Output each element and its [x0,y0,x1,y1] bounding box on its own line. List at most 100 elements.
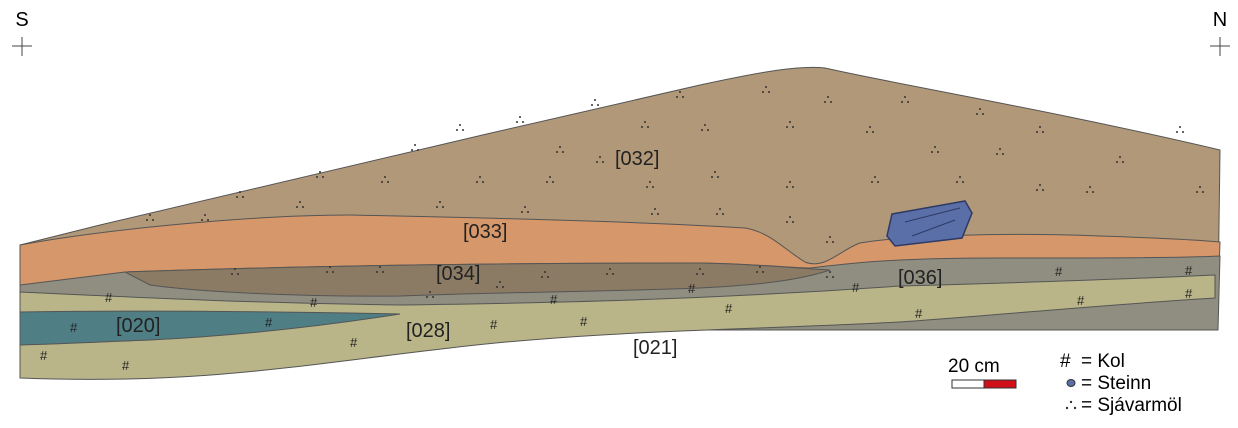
shell-dot [649,181,651,183]
layer-034 [123,262,831,297]
shell-dot [1179,126,1181,128]
shell-dot [559,146,561,148]
charcoal-mark: # [852,280,860,295]
shell-dot [768,91,770,93]
shell-marks [146,86,1204,298]
shell-dot [499,281,501,283]
shell-dot [901,101,903,103]
stone-lines [904,207,961,237]
shell-dot [594,99,596,101]
shell-dot [711,176,713,178]
shell-dot [322,176,324,178]
shell-dot [456,129,458,131]
shell-dot [1042,131,1044,133]
layer-label: [036] [898,267,942,289]
shell-dot [527,211,529,213]
shell-dot [907,101,909,103]
shell-dot [937,151,939,153]
shell-dot [496,286,498,288]
compass-marks [12,37,1230,56]
shell-dot [866,131,868,133]
shell-dot [426,296,428,298]
shell-dot [786,126,788,128]
shell-dot [1036,189,1038,191]
shell-dot [316,176,318,178]
shell-dot [296,206,298,208]
shell-dot [676,96,678,98]
shell-dot [302,206,304,208]
shell-dot [786,186,788,188]
shell-dot [1042,189,1044,191]
shell-dot [149,214,151,216]
layer-label: [020] [116,315,160,337]
shell-dot [602,161,604,163]
shell-dot [502,286,504,288]
shell-dot [442,206,444,208]
shell-dot [641,126,643,128]
compass-south: S [15,9,28,31]
shell-dot [999,148,1001,150]
shell-dot [699,268,701,270]
shell-dot [832,241,834,243]
shell-dot [789,121,791,123]
shell-dot [204,214,206,216]
charcoal-mark: # [550,292,558,307]
shell-dot [1002,153,1004,155]
shell-dot [146,219,148,221]
shell-dot [869,126,871,128]
charcoal-mark: # [122,358,130,373]
shell-dot [597,104,599,106]
layer-label: [028] [406,320,450,342]
layer-label: [032] [615,148,659,170]
shell-dot [829,236,831,238]
shell-dot [376,271,378,273]
shell-dot [544,271,546,273]
shell-dot [871,181,873,183]
shell-dot [382,271,384,273]
shell-dot [829,271,831,273]
shell-dot [329,266,331,268]
shell-dot [152,219,154,221]
shell-dot [962,181,964,183]
shell-dot [326,271,328,273]
shell-dot [786,221,788,223]
shell-dot [432,296,434,298]
shell-dot [207,219,209,221]
shell-dot [824,101,826,103]
shell-dot [1039,184,1041,186]
scale-white [951,379,985,389]
charcoal-mark: # [915,306,923,321]
shell-dot [414,144,416,146]
shell-dot [976,113,978,115]
shell-dot [319,171,321,173]
shell-dot [516,121,518,123]
shell-dot [612,273,614,275]
shell-dot [552,181,554,183]
shell-dot [704,124,706,126]
shell-dot [459,124,461,126]
shell-dot [979,108,981,110]
shell-dot [644,121,646,123]
shell-dot [826,276,828,278]
shell-dot [792,126,794,128]
shell-dot [541,276,543,278]
stone [886,200,973,247]
shell-dot [1182,131,1184,133]
shell-dot [931,151,933,153]
shell-dot [429,291,431,293]
shell-dot [546,181,548,183]
shell-dot [877,181,879,183]
shell-dot [236,196,238,198]
shell-dot [462,129,464,131]
layer-020 [19,310,401,346]
charcoal-mark: # [265,315,273,330]
layer-label: [033] [463,221,507,243]
shell-dot [682,96,684,98]
shell-dot [1122,161,1124,163]
shell-dot [1039,126,1041,128]
shell-dot [826,241,828,243]
charcoal-mark: # [70,320,78,335]
shell-dot [606,273,608,275]
shell-dot [714,171,716,173]
charcoal-mark: # [105,290,113,305]
